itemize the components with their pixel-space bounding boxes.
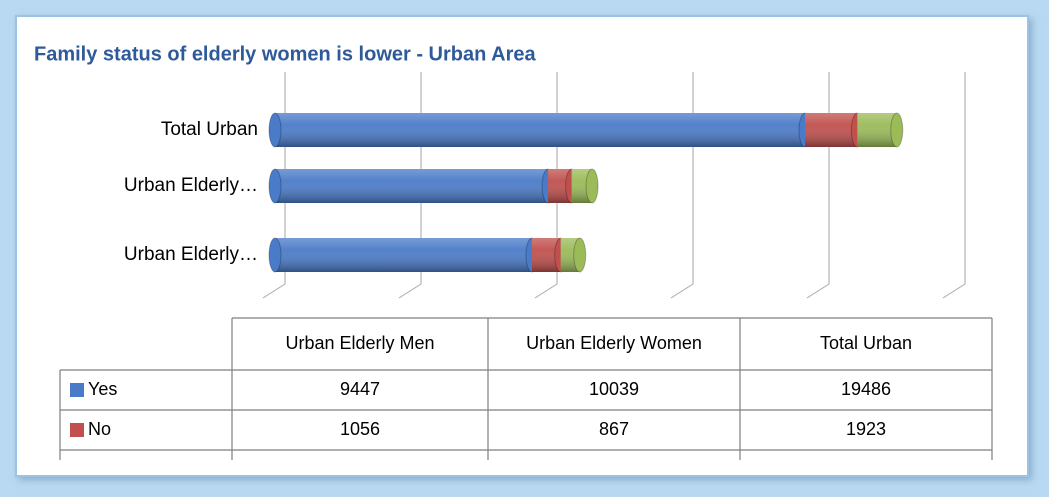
bar-segment	[857, 112, 904, 148]
table-value: 1056	[340, 419, 380, 439]
table-value: 19486	[841, 379, 891, 399]
table-value: 1923	[846, 419, 886, 439]
grid-line	[942, 72, 966, 299]
legend-key	[70, 423, 84, 437]
table-header: Urban Elderly Women	[526, 333, 702, 353]
bar-segment	[268, 112, 812, 148]
bar-segment	[268, 237, 539, 273]
bar-segment	[268, 168, 555, 204]
bar-segment	[571, 168, 599, 204]
table-value: 9447	[340, 379, 380, 399]
y-tick-label: Urban Elderly…	[124, 244, 258, 265]
legend-key	[70, 383, 84, 397]
chart-title: Family status of elderly women is lower …	[34, 43, 536, 65]
y-tick-label: Total Urban	[161, 119, 258, 140]
bar-segment	[560, 237, 587, 273]
bar-segment	[805, 112, 864, 148]
legend-label: Yes	[88, 379, 117, 399]
table-header: Urban Elderly Men	[285, 333, 434, 353]
legend-label: No	[88, 419, 111, 439]
table-header: Total Urban	[820, 333, 912, 353]
table-value: 867	[599, 419, 629, 439]
table-value: 10039	[589, 379, 639, 399]
y-tick-label: Urban Elderly…	[124, 175, 258, 196]
